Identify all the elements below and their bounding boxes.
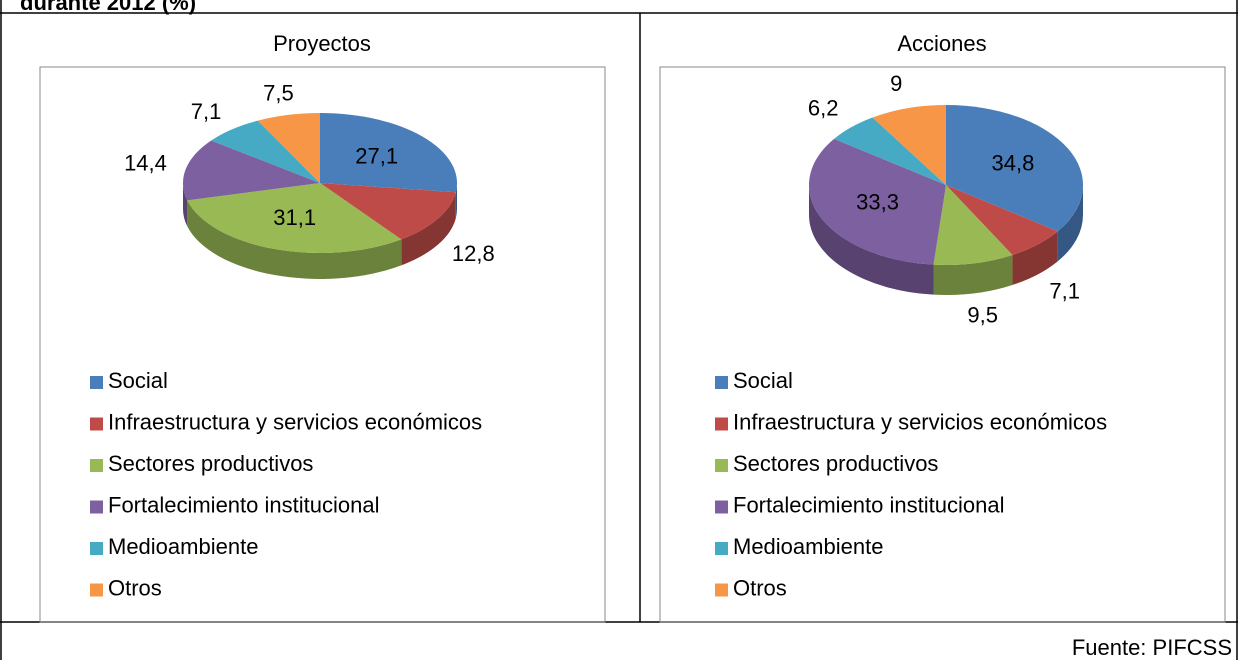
legend-swatch [715, 583, 728, 597]
pie-slice [187, 183, 402, 253]
data-label: 7,1 [191, 99, 222, 124]
legend-swatch [715, 542, 728, 555]
legend-swatch [90, 376, 103, 389]
pie-slice [834, 117, 946, 185]
pie-side [933, 254, 1013, 295]
pie-slice [946, 105, 1083, 232]
header: durante 2012 (%) [20, 0, 196, 15]
pie-slice [809, 138, 946, 265]
legend-label: Infraestructura y servicios económicos [733, 409, 1107, 434]
legend-swatch [715, 500, 728, 514]
legend-swatch [90, 459, 103, 472]
pie-side [183, 183, 188, 227]
legend-label: Medioambiente [733, 534, 883, 559]
pie-side [401, 192, 456, 266]
legend-label: Otros [733, 575, 787, 600]
chart-title: Acciones [897, 31, 986, 56]
legend-swatch [90, 500, 103, 514]
data-label: 27,1 [355, 143, 398, 168]
data-label: 7,5 [263, 80, 294, 105]
pie-slice [257, 113, 320, 183]
data-label: 31,1 [273, 205, 316, 230]
legend-swatch [715, 376, 728, 389]
data-label: 14,4 [124, 151, 167, 176]
pie-side [1057, 185, 1083, 262]
legend-label: Fortalecimiento institucional [108, 492, 379, 517]
pie-side [809, 185, 934, 295]
legend-label: Otros [108, 575, 162, 600]
legend-label: Infraestructura y servicios económicos [108, 409, 482, 434]
legend-label: Medioambiente [108, 534, 258, 559]
source: Fuente: PIFCSS [1072, 635, 1232, 660]
data-label: 12,8 [452, 241, 495, 266]
legend-swatch [715, 417, 728, 431]
legend-swatch [90, 417, 103, 431]
pie-side [1012, 231, 1058, 285]
pie-slice [872, 105, 946, 185]
pie-side [455, 183, 457, 219]
pie-side [187, 200, 402, 279]
data-label: 6,2 [808, 96, 839, 121]
legend-label: Fortalecimiento institucional [733, 492, 1004, 517]
pie-slice [933, 185, 1013, 265]
pie-slice [946, 185, 1058, 255]
legend-swatch [715, 459, 728, 472]
legend-swatch [90, 583, 103, 597]
legend-label: Social [108, 368, 168, 393]
legend-label: Sectores productivos [108, 451, 313, 476]
data-label: 9,5 [967, 303, 998, 328]
data-label: 33,3 [856, 189, 899, 214]
chart-title: Proyectos [273, 31, 371, 56]
data-label: 34,8 [992, 151, 1035, 176]
chart-frame [659, 66, 1226, 623]
legend-label: Sectores productivos [733, 451, 938, 476]
data-label: 9 [890, 71, 902, 96]
legend-swatch [90, 542, 103, 555]
pie-slice [211, 120, 320, 183]
pie-slice [183, 140, 320, 201]
pie-slice [320, 183, 456, 240]
data-label: 7,1 [1049, 278, 1080, 303]
pie-slice [320, 113, 457, 193]
chart-frame [39, 66, 606, 623]
legend-label: Social [733, 368, 793, 393]
